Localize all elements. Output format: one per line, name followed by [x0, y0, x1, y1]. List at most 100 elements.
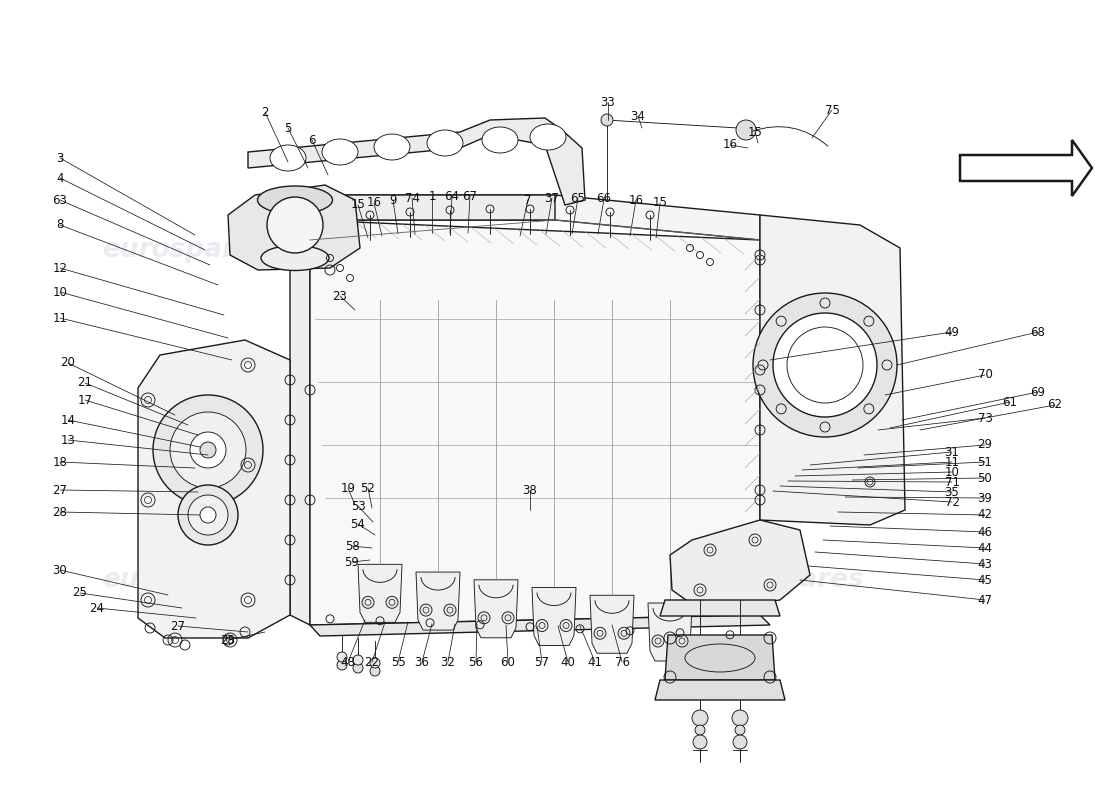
- Text: 9: 9: [389, 194, 397, 206]
- Text: eurospares: eurospares: [417, 237, 583, 263]
- Ellipse shape: [482, 127, 518, 153]
- Text: 22: 22: [364, 655, 380, 669]
- Text: 59: 59: [344, 555, 360, 569]
- Text: 67: 67: [462, 190, 477, 202]
- Circle shape: [695, 725, 705, 735]
- Ellipse shape: [261, 246, 329, 270]
- Circle shape: [190, 432, 226, 468]
- Text: 44: 44: [978, 542, 992, 554]
- Text: eurospares: eurospares: [417, 567, 583, 593]
- Circle shape: [420, 604, 432, 616]
- Text: 38: 38: [522, 483, 538, 497]
- Text: 11: 11: [945, 455, 959, 469]
- Text: 72: 72: [945, 495, 959, 509]
- Text: 21: 21: [77, 377, 92, 390]
- Text: 36: 36: [415, 655, 429, 669]
- Polygon shape: [310, 615, 770, 636]
- Circle shape: [736, 120, 756, 140]
- Polygon shape: [532, 587, 576, 646]
- Circle shape: [353, 663, 363, 673]
- Text: 63: 63: [53, 194, 67, 206]
- Text: 40: 40: [561, 655, 575, 669]
- Text: 7: 7: [525, 194, 531, 206]
- Text: 25: 25: [73, 586, 87, 599]
- Text: 17: 17: [77, 394, 92, 406]
- Ellipse shape: [530, 124, 566, 150]
- Text: 64: 64: [444, 190, 460, 202]
- Circle shape: [732, 710, 748, 726]
- Circle shape: [692, 710, 708, 726]
- Text: 10: 10: [53, 286, 67, 298]
- Circle shape: [502, 612, 514, 624]
- Text: 52: 52: [361, 482, 375, 494]
- Text: 16: 16: [723, 138, 737, 151]
- Circle shape: [200, 507, 216, 523]
- Text: 69: 69: [1031, 386, 1045, 398]
- Text: 15: 15: [652, 197, 668, 210]
- Text: 34: 34: [630, 110, 646, 122]
- Text: 57: 57: [535, 655, 549, 669]
- Circle shape: [560, 619, 572, 631]
- Polygon shape: [660, 600, 780, 616]
- Text: 60: 60: [500, 655, 516, 669]
- Text: 62: 62: [1047, 398, 1063, 411]
- Text: 51: 51: [978, 455, 992, 469]
- Circle shape: [754, 293, 896, 437]
- Circle shape: [693, 735, 707, 749]
- Circle shape: [200, 442, 216, 458]
- Text: 8: 8: [56, 218, 64, 231]
- Text: 32: 32: [441, 655, 455, 669]
- Ellipse shape: [257, 186, 332, 214]
- Polygon shape: [670, 520, 810, 610]
- Text: 56: 56: [469, 655, 483, 669]
- Text: 13: 13: [60, 434, 76, 446]
- Circle shape: [370, 666, 379, 676]
- Text: 12: 12: [53, 262, 67, 274]
- Text: 35: 35: [945, 486, 959, 498]
- Polygon shape: [666, 635, 776, 680]
- Circle shape: [370, 658, 379, 668]
- Circle shape: [170, 412, 246, 488]
- Text: 30: 30: [53, 563, 67, 577]
- Text: 28: 28: [53, 506, 67, 518]
- Circle shape: [444, 604, 456, 616]
- Text: 27: 27: [170, 619, 186, 633]
- Text: 58: 58: [344, 539, 360, 553]
- Circle shape: [337, 660, 346, 670]
- Text: 47: 47: [978, 594, 992, 606]
- Polygon shape: [228, 185, 360, 270]
- Text: 18: 18: [53, 455, 67, 469]
- Text: 55: 55: [390, 655, 406, 669]
- Circle shape: [353, 655, 363, 665]
- Circle shape: [386, 596, 398, 608]
- Circle shape: [773, 313, 877, 417]
- Text: 54: 54: [351, 518, 365, 530]
- Text: 74: 74: [405, 191, 419, 205]
- Circle shape: [735, 725, 745, 735]
- Circle shape: [652, 635, 664, 647]
- Text: 43: 43: [978, 558, 992, 570]
- Text: 61: 61: [1002, 395, 1018, 409]
- Text: 50: 50: [978, 471, 992, 485]
- Polygon shape: [648, 603, 692, 661]
- Text: eurospares: eurospares: [101, 237, 268, 263]
- Ellipse shape: [374, 134, 410, 160]
- Text: 70: 70: [978, 369, 992, 382]
- Text: 24: 24: [89, 602, 104, 614]
- Text: eurospares: eurospares: [696, 237, 864, 263]
- Text: 42: 42: [978, 509, 992, 522]
- Polygon shape: [760, 215, 905, 525]
- Ellipse shape: [270, 145, 306, 171]
- Text: 11: 11: [53, 311, 67, 325]
- Text: eurospares: eurospares: [101, 567, 268, 593]
- Text: 19: 19: [341, 482, 355, 494]
- Text: 29: 29: [978, 438, 992, 451]
- Text: 39: 39: [978, 491, 992, 505]
- Text: 28: 28: [221, 634, 235, 646]
- Text: 3: 3: [56, 151, 64, 165]
- Text: eurospares: eurospares: [696, 567, 864, 593]
- Text: 76: 76: [615, 655, 629, 669]
- Text: 2: 2: [262, 106, 268, 118]
- Text: 14: 14: [60, 414, 76, 426]
- Text: 31: 31: [945, 446, 959, 458]
